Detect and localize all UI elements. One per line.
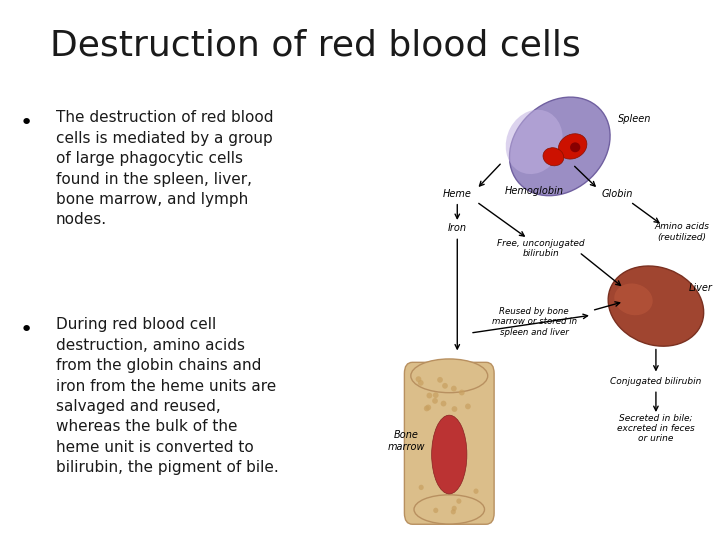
Text: Reused by bone
marrow or stored in
spleen and liver: Reused by bone marrow or stored in splee… [492, 307, 577, 337]
Ellipse shape [558, 134, 587, 159]
Text: Free, unconjugated
bilirubin: Free, unconjugated bilirubin [497, 239, 585, 258]
Ellipse shape [431, 415, 467, 494]
Ellipse shape [608, 266, 703, 346]
Text: •: • [20, 113, 33, 133]
Text: Globin: Globin [602, 188, 633, 199]
Ellipse shape [451, 406, 457, 412]
Ellipse shape [543, 148, 564, 166]
Text: Hemoglobin: Hemoglobin [505, 186, 564, 197]
Ellipse shape [433, 392, 438, 398]
Ellipse shape [411, 359, 487, 393]
Text: Conjugated bilirubin: Conjugated bilirubin [611, 377, 701, 386]
Text: During red blood cell
destruction, amino acids
from the globin chains and
iron f: During red blood cell destruction, amino… [56, 318, 279, 475]
Ellipse shape [456, 498, 462, 504]
Text: •: • [20, 320, 33, 340]
Text: Bone
marrow: Bone marrow [387, 430, 425, 452]
Ellipse shape [424, 406, 430, 411]
Ellipse shape [414, 495, 485, 524]
Ellipse shape [451, 386, 456, 392]
Ellipse shape [437, 377, 443, 383]
Text: The destruction of red blood
cells is mediated by a group
of large phagocytic ce: The destruction of red blood cells is me… [56, 110, 274, 227]
Text: Spleen: Spleen [618, 114, 651, 124]
Ellipse shape [415, 376, 421, 382]
Ellipse shape [426, 393, 432, 399]
Ellipse shape [441, 401, 446, 407]
Text: Liver: Liver [689, 283, 713, 293]
Ellipse shape [451, 509, 456, 515]
Text: Secreted in bile;
excreted in feces
or urine: Secreted in bile; excreted in feces or u… [617, 414, 695, 443]
Ellipse shape [459, 389, 464, 395]
Ellipse shape [614, 284, 652, 315]
Ellipse shape [474, 489, 479, 494]
Ellipse shape [442, 383, 448, 389]
Ellipse shape [418, 380, 423, 386]
Ellipse shape [465, 403, 471, 409]
Ellipse shape [505, 110, 562, 174]
FancyBboxPatch shape [405, 362, 494, 524]
Ellipse shape [451, 505, 456, 511]
Ellipse shape [418, 485, 424, 490]
Text: Destruction of red blood cells: Destruction of red blood cells [50, 28, 581, 62]
Text: Amino acids
(reutilized): Amino acids (reutilized) [654, 222, 709, 241]
Ellipse shape [433, 508, 438, 513]
Text: Iron: Iron [448, 223, 467, 233]
Ellipse shape [432, 398, 438, 404]
Ellipse shape [570, 143, 580, 152]
Text: Heme: Heme [443, 188, 472, 199]
Ellipse shape [426, 404, 431, 410]
Ellipse shape [510, 97, 610, 195]
